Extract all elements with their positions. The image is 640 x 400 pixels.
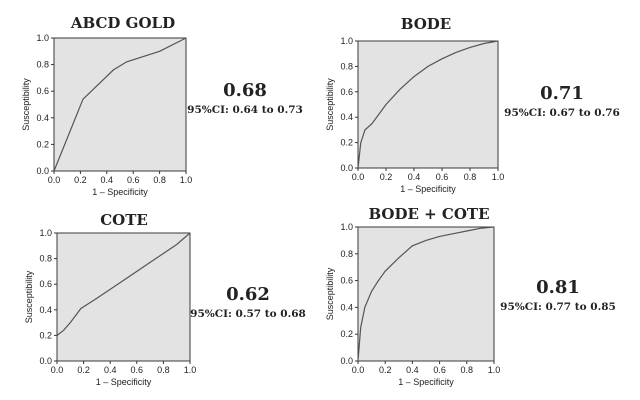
roc-panel: ABCD GOLD 0.00.0 0.2 0.2 0.4 0.4 0.6 0.6 0.8 0.8 1… (21, 14, 303, 197)
plot-area (357, 40, 499, 169)
x-tick-label: 0.0 (51, 365, 64, 375)
confidence-interval: 95%CI: 0.67 to 0.76 (504, 107, 620, 119)
x-tick-label: 0.0 (352, 172, 365, 182)
x-tick-label: 0.4 (104, 365, 117, 375)
y-tick-label: 0.4 (36, 113, 49, 123)
x-tick-label: 1.0 (184, 365, 197, 375)
y-axis-label: Susceptibility (21, 78, 31, 131)
x-axis-label: 1 – Specificity (96, 377, 152, 387)
roc-panel: COTE 0.00.0 0.2 0.2 0.4 0.4 0.6 0.6 0.8 0.8 1.0 1.0… (24, 211, 306, 387)
x-axis-label: 1 – Specificity (92, 187, 148, 197)
x-tick-label: 0.6 (436, 172, 449, 182)
x-tick-label: 0.2 (379, 365, 392, 375)
x-tick-label: 0.6 (131, 365, 144, 375)
x-tick-label: 0.8 (461, 365, 474, 375)
y-tick-label: 0.4 (340, 302, 353, 312)
y-axis-label: Susceptibility (325, 267, 335, 320)
x-tick-label: 0.6 (127, 175, 140, 185)
y-tick-label: 1.0 (36, 33, 49, 43)
x-tick-label: 1.0 (180, 175, 193, 185)
y-tick-label: 0.8 (340, 249, 353, 259)
roc-curve-line (357, 40, 499, 169)
y-tick-label: 0.8 (36, 60, 49, 70)
x-tick-label: 0.0 (352, 365, 365, 375)
x-tick-label: 0.4 (408, 172, 421, 182)
y-tick-label: 0.2 (340, 138, 353, 148)
y-tick-label: 1.0 (340, 222, 353, 232)
y-tick-label: 0.0 (36, 166, 49, 176)
y-tick-label: 0.2 (340, 329, 353, 339)
y-tick-label: 0.6 (39, 279, 52, 289)
y-axis-label: Susceptibility (325, 78, 335, 131)
plot-area (56, 232, 191, 362)
roc-curve-line (56, 232, 191, 336)
x-tick-label: 0.2 (74, 175, 87, 185)
panel-title: BODE (401, 15, 451, 33)
y-tick-label: 0.0 (39, 356, 52, 366)
x-tick-label: 0.8 (153, 175, 166, 185)
x-tick-label: 0.2 (380, 172, 393, 182)
y-tick-label: 0.2 (39, 330, 52, 340)
confidence-interval: 95%CI: 0.77 to 0.85 (500, 301, 616, 313)
y-tick-label: 0.0 (340, 163, 353, 173)
y-tick-label: 0.0 (340, 356, 353, 366)
y-tick-label: 0.8 (340, 61, 353, 71)
auc-value: 0.71 (540, 83, 584, 104)
x-tick-label: 0.2 (77, 365, 90, 375)
x-tick-label: 1.0 (492, 172, 505, 182)
y-tick-label: 0.6 (340, 276, 353, 286)
x-tick-label: 0.0 (48, 175, 61, 185)
roc-curve-line (357, 226, 495, 362)
y-tick-label: 0.6 (36, 86, 49, 96)
x-tick-label: 0.8 (464, 172, 477, 182)
y-tick-label: 0.4 (340, 112, 353, 122)
confidence-interval: 95%CI: 0.57 to 0.68 (190, 308, 306, 320)
roc-panel: BODE 0.00.0 0.2 0.2 0.4 0.4 0.6 0.6 0.8 0.8 1.0 1.0… (325, 15, 620, 194)
y-tick-label: 0.2 (36, 139, 49, 149)
plot-area (357, 226, 495, 362)
y-tick-label: 0.4 (39, 305, 52, 315)
x-tick-label: 0.4 (101, 175, 114, 185)
auc-value: 0.68 (223, 80, 267, 101)
x-tick-label: 0.8 (157, 365, 170, 375)
plot-area (53, 37, 187, 172)
y-axis-label: Susceptibility (24, 270, 34, 323)
auc-value: 0.81 (536, 277, 580, 298)
y-tick-label: 0.8 (39, 254, 52, 264)
x-tick-label: 0.4 (406, 365, 419, 375)
panel-title: ABCD GOLD (70, 14, 175, 32)
x-tick-label: 0.6 (433, 365, 446, 375)
roc-curve-line (53, 37, 187, 172)
y-tick-label: 1.0 (39, 228, 52, 238)
y-tick-label: 0.6 (340, 87, 353, 97)
auc-value: 0.62 (226, 284, 270, 305)
x-axis-label: 1 – Specificity (400, 184, 456, 194)
roc-panel: BODE + COTE 0.00.0 0.2 0.2 0.4 0.4 0.6 0.6 0.8 0.… (325, 205, 616, 387)
panel-title: BODE + COTE (368, 205, 489, 223)
y-tick-label: 1.0 (340, 36, 353, 46)
panel-title: COTE (100, 211, 148, 229)
x-axis-label: 1 – Specificity (398, 377, 454, 387)
confidence-interval: 95%CI: 0.64 to 0.73 (187, 104, 303, 116)
x-tick-label: 1.0 (488, 365, 501, 375)
